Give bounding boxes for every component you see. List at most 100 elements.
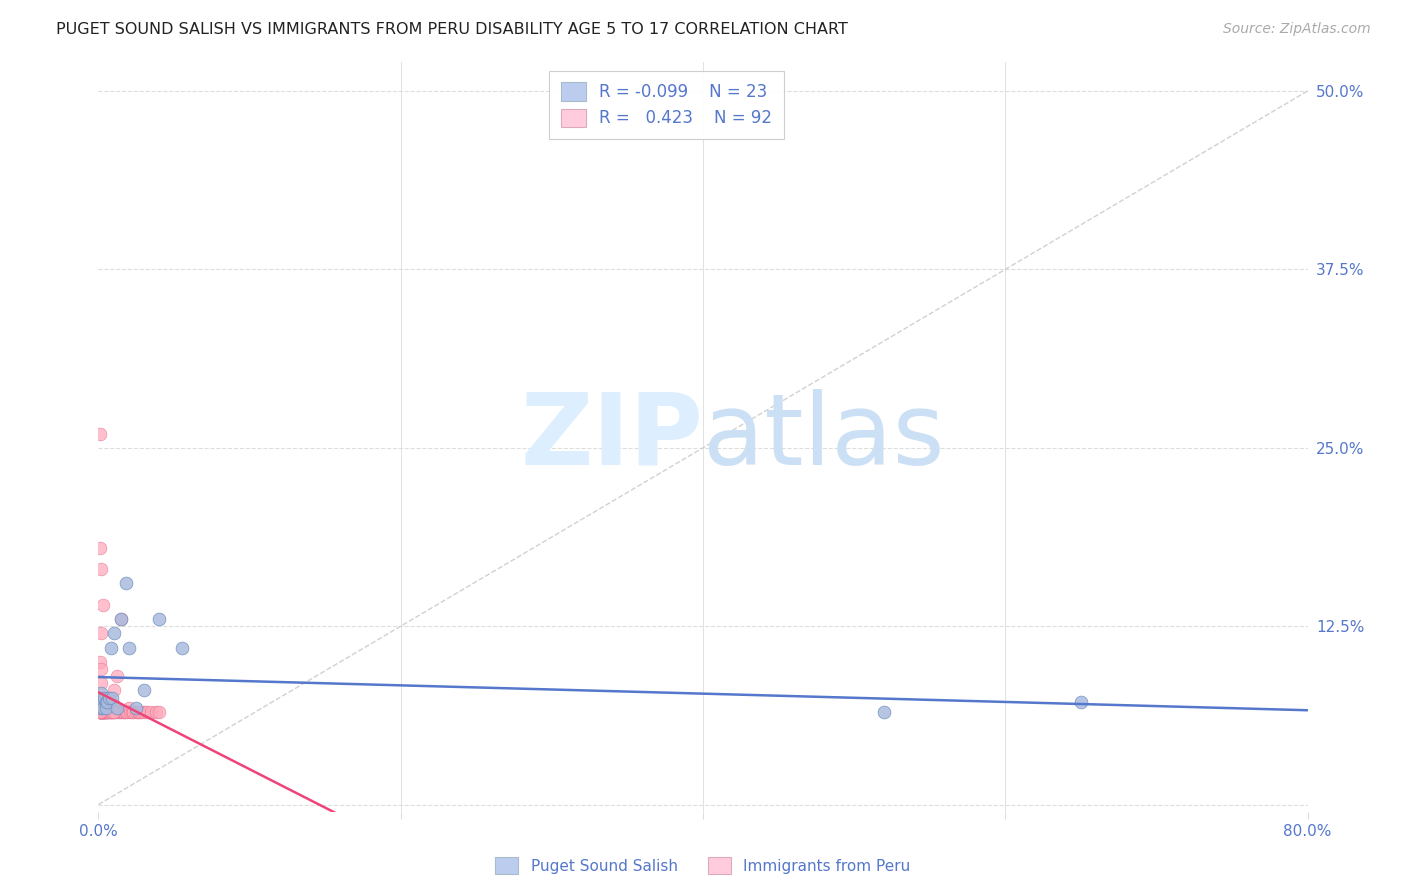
Point: [103, 705, 125, 719]
Point: [103, 698, 125, 712]
Point: [118, 700, 141, 714]
Point: [89, 426, 111, 441]
Point: [122, 705, 145, 719]
Point: [128, 705, 150, 719]
Point: [101, 700, 124, 714]
Point: [94, 695, 117, 709]
Point: [89, 705, 111, 719]
Point: [94, 705, 117, 719]
Point: [93, 700, 115, 714]
Point: [94, 705, 117, 719]
Point: [129, 705, 152, 719]
Point: [110, 612, 132, 626]
Point: [103, 683, 125, 698]
Point: [91, 700, 114, 714]
Point: [132, 705, 155, 719]
Point: [91, 705, 114, 719]
Point: [100, 705, 122, 719]
Point: [89, 705, 111, 719]
Point: [148, 705, 170, 719]
Point: [90, 698, 112, 712]
Point: [135, 705, 157, 719]
Point: [873, 705, 896, 719]
Point: [90, 705, 112, 719]
Point: [90, 698, 112, 712]
Point: [96, 698, 118, 712]
Point: [94, 698, 117, 712]
Point: [90, 700, 112, 714]
Point: [89, 655, 111, 669]
Point: [108, 705, 131, 719]
Point: [100, 705, 122, 719]
Point: [125, 700, 148, 714]
Point: [91, 700, 114, 714]
Point: [90, 705, 112, 719]
Point: [89, 705, 111, 719]
Point: [90, 705, 112, 719]
Point: [145, 705, 167, 719]
Point: [90, 676, 112, 690]
Point: [103, 705, 125, 719]
Point: [89, 700, 111, 714]
Point: [90, 698, 112, 712]
Legend: R = -0.099    N = 23, R =   0.423    N = 92: R = -0.099 N = 23, R = 0.423 N = 92: [550, 70, 785, 139]
Point: [115, 705, 138, 719]
Point: [90, 700, 112, 714]
Point: [93, 690, 115, 705]
Point: [89, 705, 111, 719]
Point: [91, 690, 114, 705]
Point: [89, 541, 111, 555]
Point: [93, 705, 115, 719]
Point: [118, 640, 141, 655]
Point: [89, 705, 111, 719]
Point: [93, 705, 115, 719]
Point: [89, 705, 111, 719]
Point: [170, 640, 193, 655]
Point: [121, 705, 143, 719]
Point: [90, 626, 112, 640]
Point: [98, 690, 121, 705]
Point: [120, 705, 142, 719]
Point: [94, 700, 117, 714]
Point: [96, 705, 118, 719]
Text: Source: ZipAtlas.com: Source: ZipAtlas.com: [1223, 22, 1371, 37]
Point: [89, 700, 111, 714]
Point: [101, 705, 124, 719]
Point: [148, 612, 170, 626]
Point: [90, 705, 112, 719]
Text: PUGET SOUND SALISH VS IMMIGRANTS FROM PERU DISABILITY AGE 5 TO 17 CORRELATION CH: PUGET SOUND SALISH VS IMMIGRANTS FROM PE…: [56, 22, 848, 37]
Point: [100, 640, 122, 655]
Point: [107, 705, 129, 719]
Point: [125, 705, 148, 719]
Point: [110, 705, 132, 719]
Point: [91, 705, 114, 719]
Point: [90, 686, 112, 700]
Point: [96, 705, 118, 719]
Point: [114, 705, 136, 719]
Text: ZIP: ZIP: [520, 389, 703, 485]
Point: [90, 662, 112, 676]
Point: [89, 700, 111, 714]
Point: [1070, 695, 1092, 709]
Point: [114, 576, 136, 591]
Point: [96, 695, 118, 709]
Point: [98, 698, 121, 712]
Point: [89, 698, 111, 712]
Point: [91, 705, 114, 719]
Point: [91, 598, 114, 612]
Point: [91, 698, 114, 712]
Legend: Puget Sound Salish, Immigrants from Peru: Puget Sound Salish, Immigrants from Peru: [489, 851, 917, 880]
Point: [91, 695, 114, 709]
Point: [101, 705, 124, 719]
Point: [91, 705, 114, 719]
Point: [98, 705, 121, 719]
Point: [132, 683, 155, 698]
Point: [89, 705, 111, 719]
Text: atlas: atlas: [703, 389, 945, 485]
Point: [93, 705, 115, 719]
Point: [91, 700, 114, 714]
Point: [110, 612, 132, 626]
Point: [89, 695, 111, 709]
Point: [90, 705, 112, 719]
Point: [127, 705, 149, 719]
